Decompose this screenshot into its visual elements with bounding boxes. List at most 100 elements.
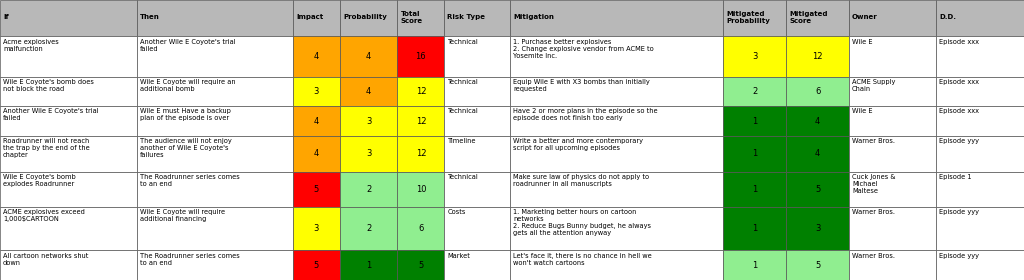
Bar [786,0,849,36]
Bar [0,207,137,250]
Text: 6: 6 [815,87,820,96]
Text: Episode xxx: Episode xxx [939,108,979,115]
Text: Market: Market [447,253,470,258]
Text: The Roadrunner series comes
to an end: The Roadrunner series comes to an end [140,253,240,265]
Bar [786,106,849,136]
Text: Warner Bros.: Warner Bros. [852,138,895,144]
Text: 3: 3 [366,116,372,125]
Text: Mitigated
Score: Mitigated Score [790,11,828,24]
Text: 10: 10 [416,185,426,194]
Text: ACME Supply
Chain: ACME Supply Chain [852,79,895,92]
Text: 12: 12 [416,116,426,125]
Bar [936,136,1024,172]
Bar [723,76,786,106]
Text: 5: 5 [815,185,820,194]
Text: 3: 3 [752,52,758,61]
Bar [340,136,397,172]
Bar [293,136,340,172]
Text: Wile E: Wile E [852,39,872,45]
Text: All cartoon networks shut
down: All cartoon networks shut down [3,253,88,265]
Text: Wile E must Have a backup
plan of the episode is over: Wile E must Have a backup plan of the ep… [140,108,231,122]
Text: 3: 3 [815,224,820,233]
Bar [936,0,1024,36]
Bar [340,0,397,36]
Text: Wile E Coyote's bomb does
not block the road: Wile E Coyote's bomb does not block the … [3,79,94,92]
Bar [137,76,293,106]
Text: 1: 1 [752,149,758,158]
Bar [293,36,340,76]
Text: ACME explosives exceed
1,000$CARTOON: ACME explosives exceed 1,000$CARTOON [3,209,85,222]
Bar [849,106,936,136]
Bar [723,250,786,280]
Bar [510,250,723,280]
Text: 3: 3 [313,224,319,233]
Bar [293,0,340,36]
Bar [510,106,723,136]
Bar [444,36,510,76]
Bar [397,250,444,280]
Bar [936,36,1024,76]
Text: 1. Purchase better explosives
2. Change explosive vendor from ACME to
Yosemite I: 1. Purchase better explosives 2. Change … [513,39,653,59]
Text: Mitigated
Probability: Mitigated Probability [726,11,770,24]
Bar [786,36,849,76]
Bar [849,207,936,250]
Text: 1: 1 [752,185,758,194]
Text: Costs: Costs [447,209,466,215]
Bar [444,136,510,172]
Text: Technical: Technical [447,39,478,45]
Text: Episode yyy: Episode yyy [939,253,979,258]
Text: Another Wile E Coyote's trial
failed: Another Wile E Coyote's trial failed [3,108,98,122]
Bar [0,0,137,36]
Bar [397,106,444,136]
Text: Another Wile E Coyote's trial
failed: Another Wile E Coyote's trial failed [140,39,236,52]
Text: Warner Bros.: Warner Bros. [852,253,895,258]
Text: D.D.: D.D. [939,15,956,20]
Bar [786,250,849,280]
Text: 2: 2 [366,224,372,233]
Text: Roadrunner will not reach
the trap by the end of the
chapter: Roadrunner will not reach the trap by th… [3,138,90,158]
Text: Episode yyy: Episode yyy [939,138,979,144]
Text: Episode 1: Episode 1 [939,174,972,180]
Bar [293,106,340,136]
Bar [786,207,849,250]
Bar [936,172,1024,207]
Bar [510,172,723,207]
Bar [510,136,723,172]
Bar [340,76,397,106]
Bar [137,207,293,250]
Bar [137,136,293,172]
Text: Wile E Coyote's bomb
explodes Roadrunner: Wile E Coyote's bomb explodes Roadrunner [3,174,76,187]
Text: Then: Then [140,15,160,20]
Bar [723,36,786,76]
Text: Owner: Owner [852,15,878,20]
Text: Let's face it, there is no chance in hell we
won't watch cartoons: Let's face it, there is no chance in hel… [513,253,651,265]
Text: Write a better and more contemporary
script for all upcoming episodes: Write a better and more contemporary scr… [513,138,643,151]
Bar [137,36,293,76]
Bar [444,172,510,207]
Bar [723,136,786,172]
Text: 16: 16 [416,52,426,61]
Text: 5: 5 [313,261,319,270]
Bar [397,36,444,76]
Bar [397,0,444,36]
Bar [936,106,1024,136]
Text: Mitigation: Mitigation [513,15,554,20]
Bar [137,0,293,36]
Bar [340,207,397,250]
Bar [849,0,936,36]
Text: 4: 4 [366,87,372,96]
Bar [510,207,723,250]
Bar [0,106,137,136]
Text: Episode yyy: Episode yyy [939,209,979,215]
Bar [849,36,936,76]
Bar [137,106,293,136]
Bar [397,76,444,106]
Bar [293,172,340,207]
Text: 1: 1 [752,224,758,233]
Text: The Roadrunner series comes
to an end: The Roadrunner series comes to an end [140,174,240,187]
Text: 2: 2 [366,185,372,194]
Bar [397,172,444,207]
Text: 3: 3 [366,149,372,158]
Bar [510,76,723,106]
Text: Technical: Technical [447,108,478,115]
